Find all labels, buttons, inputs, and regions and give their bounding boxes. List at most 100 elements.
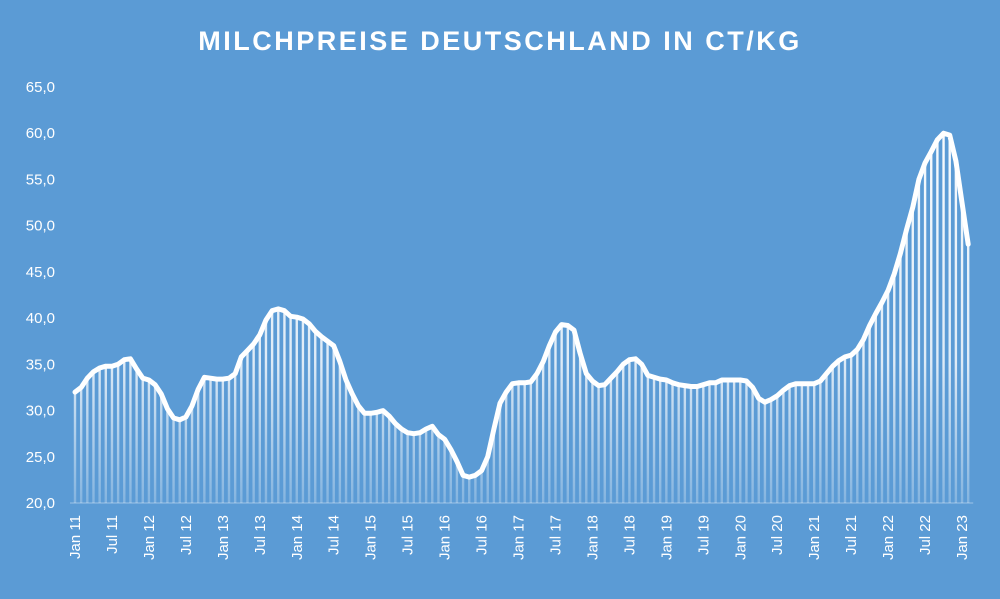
bar bbox=[375, 412, 379, 503]
x-tick-label: Jul 22 bbox=[917, 515, 934, 555]
y-tick-label: 40,0 bbox=[26, 310, 55, 327]
bar bbox=[763, 402, 767, 503]
bar bbox=[948, 135, 951, 503]
bar bbox=[683, 385, 687, 503]
bar bbox=[893, 273, 896, 503]
bar bbox=[548, 345, 551, 503]
bar bbox=[622, 364, 625, 503]
bar bbox=[172, 417, 175, 503]
bar bbox=[689, 386, 693, 503]
bar bbox=[147, 380, 151, 503]
bar bbox=[911, 207, 914, 503]
bar bbox=[357, 405, 360, 503]
bar bbox=[560, 324, 563, 503]
bar bbox=[505, 392, 508, 503]
bar bbox=[825, 373, 828, 503]
y-tick-label: 60,0 bbox=[26, 125, 55, 142]
bar bbox=[751, 387, 754, 503]
x-tick-label: Jan 20 bbox=[732, 515, 749, 560]
bar bbox=[381, 410, 385, 503]
bar bbox=[326, 341, 329, 503]
bar bbox=[437, 434, 440, 503]
bar bbox=[104, 366, 107, 503]
bar bbox=[431, 426, 434, 503]
bar bbox=[597, 385, 600, 503]
bar bbox=[110, 366, 114, 503]
bar bbox=[856, 349, 859, 503]
bar bbox=[215, 379, 218, 503]
bar bbox=[714, 382, 717, 503]
bar bbox=[708, 382, 711, 503]
bar bbox=[92, 371, 95, 503]
bar bbox=[369, 413, 372, 503]
bar bbox=[221, 379, 225, 503]
bar bbox=[923, 162, 927, 503]
bar bbox=[967, 244, 970, 503]
bar bbox=[387, 416, 391, 503]
bar bbox=[702, 384, 705, 503]
bar bbox=[541, 361, 545, 503]
bar bbox=[344, 380, 348, 503]
bar bbox=[203, 377, 206, 503]
bar bbox=[135, 368, 138, 503]
bar bbox=[424, 429, 428, 503]
bar bbox=[320, 336, 323, 503]
y-tick-label: 30,0 bbox=[26, 403, 55, 420]
bar bbox=[338, 361, 342, 503]
bar bbox=[523, 382, 526, 503]
bar bbox=[862, 339, 865, 503]
x-tick-label: Jan 22 bbox=[880, 515, 897, 560]
bar bbox=[86, 378, 89, 503]
chart-title: MILCHPREISE DEUTSCHLAND IN CT/KG bbox=[198, 26, 802, 56]
line bbox=[72, 130, 971, 480]
x-tick-label: Jan 18 bbox=[584, 515, 601, 560]
bar bbox=[240, 356, 243, 503]
y-tick-label: 25,0 bbox=[26, 449, 55, 466]
bar bbox=[960, 202, 964, 504]
bar bbox=[628, 359, 631, 503]
x-tick-label: Jul 18 bbox=[621, 515, 638, 555]
bar bbox=[535, 373, 539, 503]
bar bbox=[726, 380, 730, 503]
bar bbox=[874, 313, 877, 503]
bar bbox=[843, 356, 847, 503]
bar bbox=[474, 475, 477, 503]
bar bbox=[227, 378, 231, 503]
bar bbox=[739, 380, 742, 503]
bar bbox=[695, 386, 699, 503]
bar bbox=[283, 310, 286, 503]
bar bbox=[615, 371, 619, 503]
bar bbox=[480, 470, 483, 503]
bar bbox=[566, 325, 569, 503]
bar bbox=[98, 368, 101, 503]
bar bbox=[166, 408, 169, 503]
bar bbox=[609, 378, 613, 503]
bar bbox=[252, 343, 255, 503]
x-tick-label: Jan 14 bbox=[289, 515, 306, 560]
y-tick-label: 55,0 bbox=[26, 171, 55, 188]
bar bbox=[190, 405, 194, 503]
bar bbox=[800, 383, 804, 503]
bar bbox=[455, 461, 459, 503]
bar bbox=[116, 364, 120, 503]
bar bbox=[905, 229, 908, 503]
bar bbox=[301, 319, 305, 503]
bar bbox=[591, 380, 594, 503]
bar bbox=[665, 380, 668, 503]
bar bbox=[646, 375, 650, 503]
x-tick-label: Jul 20 bbox=[769, 515, 786, 555]
bar bbox=[837, 360, 841, 503]
x-tick-label: Jul 11 bbox=[104, 515, 121, 554]
x-tick-label: Jan 17 bbox=[511, 515, 528, 560]
bar bbox=[782, 390, 785, 503]
x-tick-label: Jan 11 bbox=[67, 515, 84, 559]
bar bbox=[129, 358, 132, 503]
bar bbox=[831, 366, 834, 503]
bar bbox=[400, 429, 403, 503]
bar bbox=[498, 403, 502, 503]
x-tick-label: Jul 19 bbox=[695, 515, 712, 555]
bar bbox=[314, 331, 317, 503]
bar bbox=[634, 358, 637, 503]
bar bbox=[652, 377, 656, 503]
